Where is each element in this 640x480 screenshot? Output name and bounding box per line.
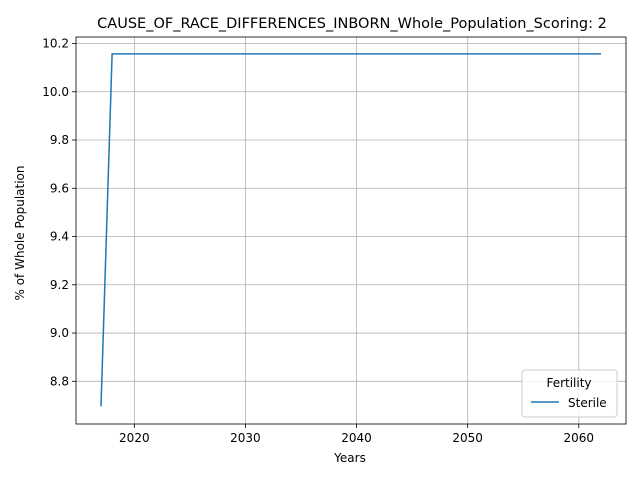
chart-title: CAUSE_OF_RACE_DIFFERENCES_INBORN_Whole_P…	[97, 16, 607, 32]
x-tick-label: 2050	[452, 431, 483, 445]
series-layer	[100, 53, 601, 407]
legend: Fertility Sterile	[521, 369, 618, 418]
x-tick-label: 2040	[341, 431, 372, 445]
legend-label-sterile: Sterile	[568, 396, 607, 410]
y-tick-label: 9.4	[50, 230, 69, 244]
y-tick-label: 10.2	[42, 37, 69, 51]
legend-title: Fertility	[546, 376, 591, 390]
x-tick-label: 2030	[230, 431, 261, 445]
legend-box	[521, 369, 618, 418]
series-line-sterile	[100, 53, 601, 407]
y-tick-label: 8.8	[50, 374, 69, 388]
plot-frame	[75, 36, 627, 425]
y-axis-label: % of Whole Population	[13, 166, 27, 301]
grid-lines	[76, 37, 626, 424]
y-tick-label: 9.0	[50, 326, 69, 340]
y-axis-ticks: 8.8 9.0 9.2 9.4 9.6 9.8 10.0 10.2	[42, 37, 76, 388]
x-tick-label: 2060	[564, 431, 595, 445]
y-tick-label: 10.0	[42, 85, 69, 99]
y-tick-label: 9.8	[50, 133, 69, 147]
y-tick-label: 9.6	[50, 181, 69, 195]
y-tick-label: 9.2	[50, 278, 69, 292]
x-axis-ticks: 2020 2030 2040 2050 2060	[119, 424, 594, 445]
x-tick-label: 2020	[119, 431, 150, 445]
x-axis-label: Years	[333, 451, 366, 465]
